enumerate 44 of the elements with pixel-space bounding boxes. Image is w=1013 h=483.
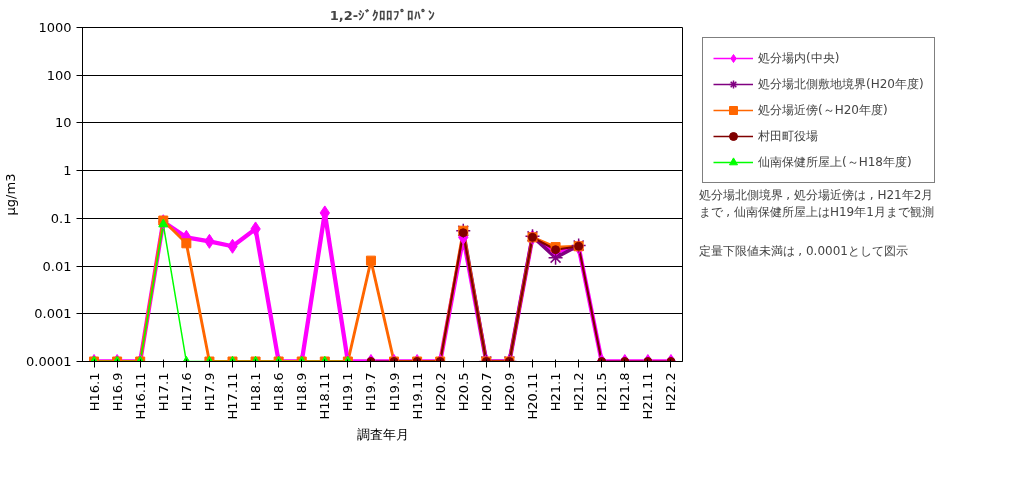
legend-label: 処分場内(中央) — [758, 49, 840, 67]
x-tick-label: H21.1 — [548, 372, 564, 412]
chart-title: 1,2-ｼﾞｸﾛﾛﾌﾟﾛﾊﾟﾝ — [329, 7, 436, 23]
x-tick-label: H18.11 — [317, 372, 333, 420]
y-tick-label: 1 — [63, 163, 72, 179]
x-tick-label: H20.11 — [525, 372, 540, 420]
x-tick-label: H17.1 — [155, 372, 171, 412]
y-tick-label: 0.001 — [34, 306, 72, 322]
x-tick-label: H16.9 — [109, 372, 125, 412]
x-tick-label: H22.2 — [663, 372, 679, 412]
x-tick-label: H20.9 — [501, 372, 517, 412]
x-tick-label: H16.1 — [86, 372, 102, 412]
x-tick-label: H16.11 — [132, 372, 148, 420]
x-tick-label: H20.5 — [455, 372, 471, 412]
y-axis-title: μg/m3 — [3, 173, 19, 216]
y-tick-label: 1000 — [38, 20, 72, 35]
x-axis-title: 調査年月 — [356, 427, 409, 443]
y-tick-label: 0.1 — [50, 210, 72, 226]
x-tick-label: H20.2 — [432, 372, 448, 412]
x-tick-label: H21.2 — [571, 372, 587, 412]
x-tick-label: H17.11 — [225, 372, 240, 420]
x-tick-label: H21.5 — [594, 372, 610, 412]
x-tick-label: H19.1 — [340, 372, 356, 412]
x-tick-label: H19.7 — [363, 372, 379, 412]
y-tick-label: 0.01 — [42, 258, 72, 274]
legend-label: 処分場北側敷地境界(H20年度) — [758, 75, 924, 93]
y-tick-label: 100 — [46, 67, 72, 83]
x-tick-label: H20.7 — [478, 372, 494, 412]
x-tick-label: H18.9 — [294, 372, 310, 412]
x-tick-label: H21.11 — [640, 372, 656, 420]
text: 定量下限値未満は , 0.0001として図示 — [698, 243, 908, 258]
x-tick-label: H21.8 — [617, 372, 633, 412]
x-tick-label: H18.1 — [248, 372, 264, 412]
text: 処分場北側境界 , 処分場近傍は , H21年2月まで , 仙南保健所屋上はH19年1月まで観測 — [698, 187, 934, 219]
y-tick-label: 10 — [54, 115, 72, 131]
x-tick-label: H19.11 — [409, 372, 425, 420]
x-tick-label: H19.9 — [386, 372, 402, 412]
x-tick-label: H17.6 — [178, 372, 194, 412]
legend-label: 仙南保健所屋上(～H18年度) — [758, 153, 912, 171]
y-tick-label: 0.0001 — [26, 354, 72, 369]
x-tick-label: H18.6 — [271, 372, 287, 412]
legend-label: 処分場近傍(～H20年度) — [758, 101, 888, 119]
x-tick-label: H17.9 — [201, 372, 217, 412]
legend-label: 村田町役場 — [758, 127, 818, 145]
